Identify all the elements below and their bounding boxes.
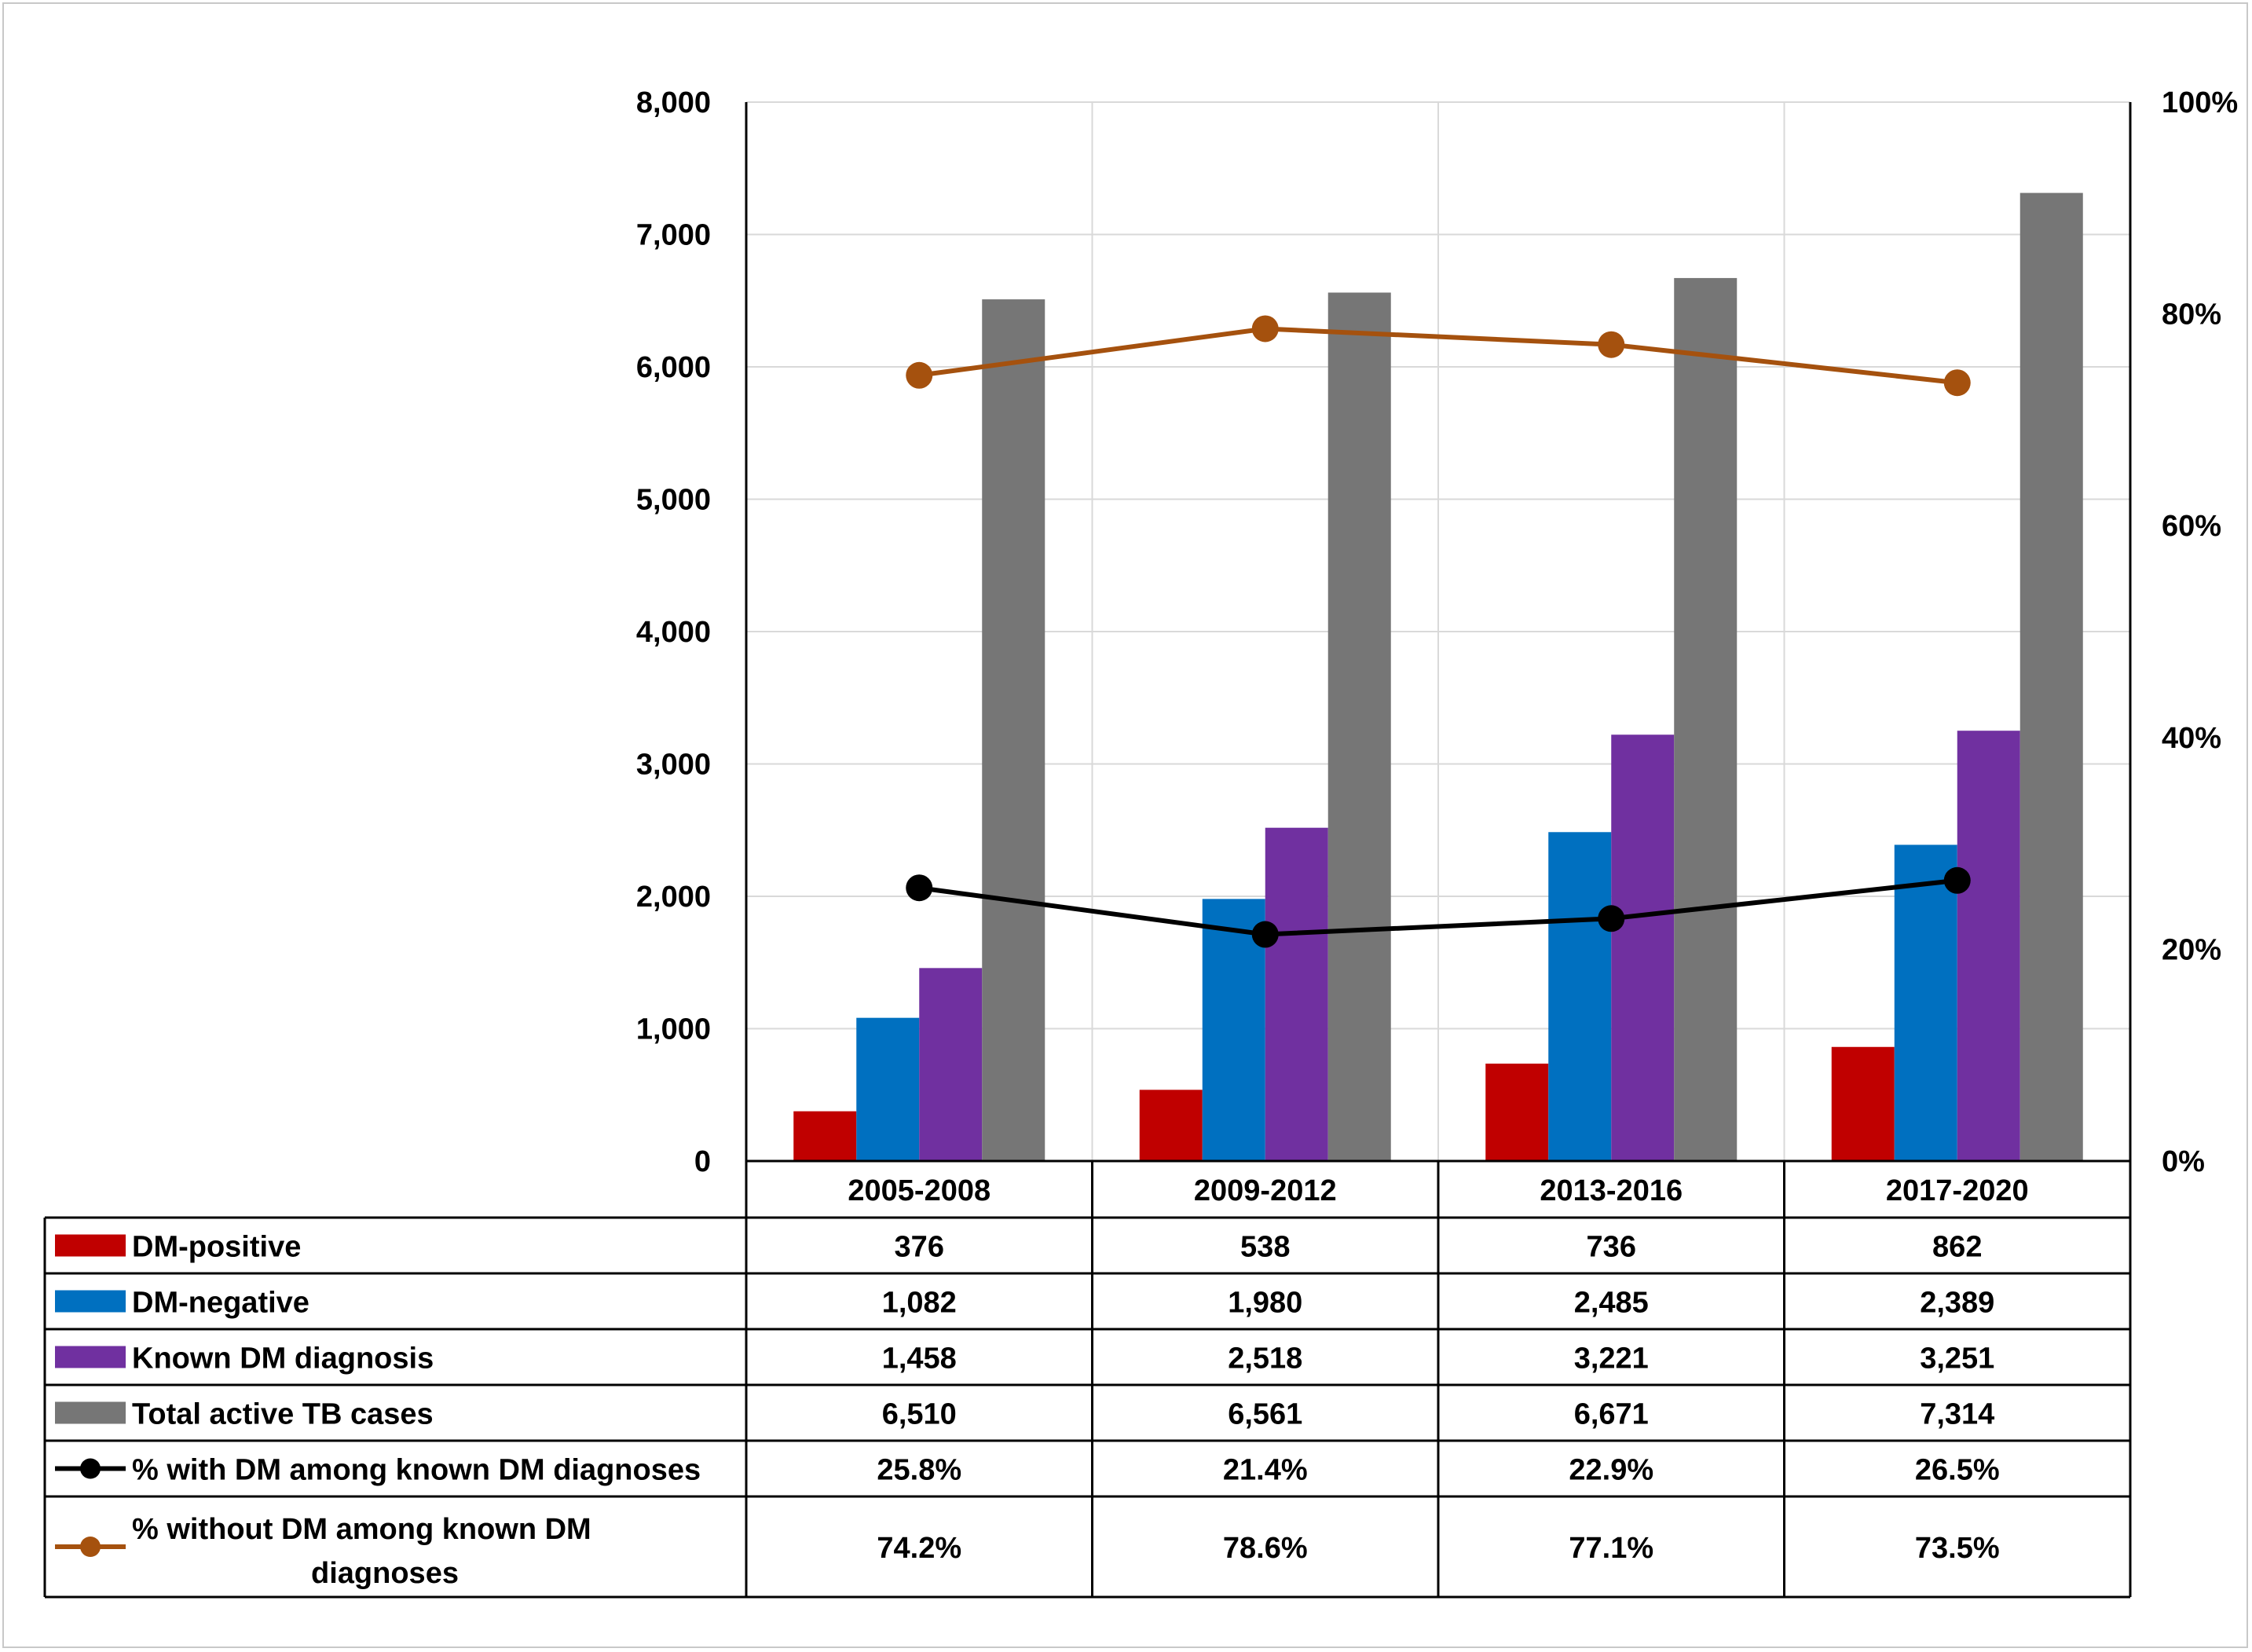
right-axis-ticks: 0% 20% 40% 60% 80% 100% [2162, 86, 2238, 1178]
y-tick-label: 4,000 [636, 616, 711, 649]
data-label: 538 [1240, 1231, 1290, 1264]
y-tick-label: 8,000 [636, 86, 711, 119]
bar-dm-positive [1139, 1090, 1203, 1161]
bar-dm-positive [1831, 1046, 1895, 1161]
legend-label: DM-negative [132, 1287, 309, 1320]
legend-key [55, 1346, 126, 1368]
legend-key-marker [80, 1458, 101, 1479]
point-with-dm-among-known-dm-diagnoses [1943, 866, 1971, 894]
data-label: 7,314 [1920, 1398, 1994, 1431]
bar-dm-negative [856, 1017, 920, 1161]
data-label: 3,251 [1920, 1342, 1994, 1375]
data-label: 736 [1587, 1231, 1636, 1264]
data-label: 1,082 [882, 1287, 957, 1320]
legend-key [55, 1234, 126, 1257]
point-with-dm-among-known-dm-diagnoses [1251, 921, 1279, 948]
legend-key [55, 1290, 126, 1313]
data-label: 2,485 [1574, 1287, 1649, 1320]
data-label: 22.9% [1569, 1454, 1653, 1487]
bar-total-active-tb-cases [1327, 292, 1391, 1162]
legend-label: DM-positive [132, 1231, 301, 1264]
point-series-2 [1598, 331, 1625, 358]
category-label: 2013-2016 [1540, 1174, 1683, 1207]
bar-known-dm-diagnosis [1265, 827, 1328, 1161]
line-with-dm-among-known-dm-diagnoses [918, 877, 1958, 937]
bar-total-active-tb-cases [1674, 277, 1738, 1161]
data-label: 1,980 [1228, 1287, 1302, 1320]
left-axis-ticks: 0 1,000 2,000 3,000 4,000 5,000 6,000 7,000 8,00… [636, 86, 711, 1178]
legend-label: diagnoses [311, 1557, 459, 1590]
data-label: 862 [1932, 1231, 1982, 1264]
data-label: 21.4% [1223, 1454, 1308, 1487]
data-label: 376 [895, 1231, 944, 1264]
data-label: 73.5% [1915, 1532, 2000, 1565]
legend-label: % with DM among known DM diagnoses [132, 1454, 701, 1487]
data-label: 25.8% [877, 1454, 961, 1487]
y2-tick-label: 40% [2162, 722, 2221, 755]
bar-known-dm-diagnosis [1957, 731, 2020, 1161]
data-table: 2005-2008 2009-2012 2013-2016 2017-2020 DM-p… [43, 1159, 2132, 1599]
bar-total-active-tb-cases [982, 299, 1045, 1162]
data-label: 1,458 [882, 1342, 957, 1375]
data-label: 26.5% [1915, 1454, 2000, 1487]
bar-dm-positive [1485, 1063, 1549, 1161]
y2-tick-label: 0% [2162, 1145, 2205, 1178]
bar-total-active-tb-cases [2019, 192, 2083, 1161]
lines [906, 315, 1971, 948]
data-label: 6,561 [1228, 1398, 1302, 1431]
point-series-2 [1943, 369, 1971, 397]
legend-key-marker [80, 1537, 101, 1557]
legend-label: Known DM diagnosis [132, 1342, 434, 1375]
y-tick-label: 5,000 [636, 484, 711, 517]
legend-label: Total active TB cases [132, 1398, 434, 1431]
data-label: 2,389 [1920, 1287, 1994, 1320]
y2-tick-label: 20% [2162, 933, 2221, 966]
y-tick-label: 2,000 [636, 881, 711, 914]
axes [745, 102, 2132, 1161]
bar-known-dm-diagnosis [1611, 734, 1675, 1161]
point-with-dm-among-known-dm-diagnoses [906, 874, 933, 902]
y-tick-label: 3,000 [636, 749, 711, 782]
data-label: 74.2% [877, 1532, 961, 1565]
line-series-2 [918, 326, 1958, 386]
category-label: 2017-2020 [1886, 1174, 2029, 1207]
y-tick-label: 1,000 [636, 1013, 711, 1046]
y2-tick-label: 80% [2162, 299, 2221, 331]
point-series-2 [1251, 315, 1279, 342]
legend-label: % without DM among known DM [132, 1513, 591, 1546]
bar-dm-negative [1894, 844, 1957, 1161]
legend-key [55, 1401, 126, 1424]
point-with-dm-among-known-dm-diagnoses [1598, 905, 1625, 932]
y-tick-label: 6,000 [636, 351, 711, 384]
data-label: 6,671 [1574, 1398, 1649, 1431]
data-label: 3,221 [1574, 1342, 1649, 1375]
category-label: 2005-2008 [848, 1174, 991, 1207]
bar-dm-negative [1548, 832, 1612, 1161]
y2-tick-label: 100% [2162, 86, 2238, 119]
bar-known-dm-diagnosis [919, 968, 983, 1161]
bars [793, 192, 2083, 1162]
data-label: 2,518 [1228, 1342, 1302, 1375]
category-label: 2009-2012 [1194, 1174, 1337, 1207]
y-tick-label: 0 [694, 1145, 711, 1178]
bar-dm-positive [793, 1111, 857, 1161]
point-series-2 [906, 361, 933, 389]
y2-tick-label: 60% [2162, 510, 2221, 543]
data-label: 78.6% [1223, 1532, 1308, 1565]
data-label: 6,510 [882, 1398, 957, 1431]
y-tick-label: 7,000 [636, 219, 711, 252]
data-label: 77.1% [1569, 1532, 1653, 1565]
